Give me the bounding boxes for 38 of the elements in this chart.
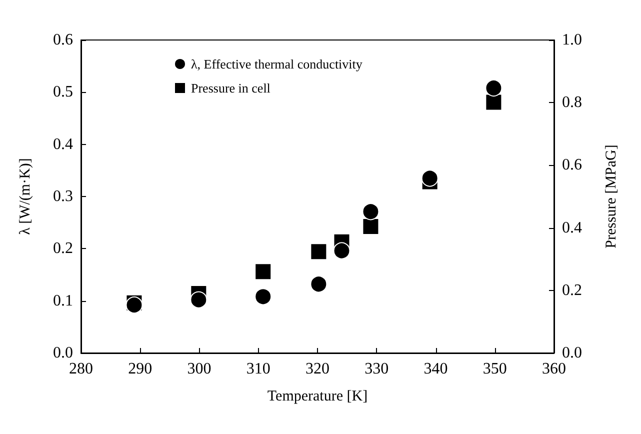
point	[421, 170, 438, 187]
point	[333, 242, 350, 260]
y-tick-label: 0.5	[53, 84, 73, 101]
x-tick-label: 290	[128, 360, 152, 378]
legend-label: λ, Effective thermal conductivity	[191, 56, 363, 72]
y-tick-label: 0.0	[53, 344, 73, 362]
x-tick-label: 280	[69, 360, 93, 378]
x-tick-label: 310	[246, 360, 270, 378]
y-axis-title: λ [W/(m·K)]	[18, 158, 34, 235]
x-tick-label: 350	[482, 360, 507, 378]
y-tick-label: 0.6	[53, 32, 73, 48]
x-tick-label: 360	[542, 360, 566, 378]
y2-tick-label: 0.0	[562, 344, 582, 362]
y2-tick-label: 1.0	[562, 32, 582, 48]
y-tick-label: 0.4	[53, 136, 73, 153]
y-tick-label: 0.3	[53, 188, 73, 205]
point	[254, 263, 272, 280]
point	[485, 94, 502, 111]
x-axis-title: Temperature [K]	[267, 388, 368, 404]
y-tick-label: 0.2	[53, 240, 73, 258]
y2-axis-title: Pressure [MPaG]	[604, 144, 620, 248]
legend-label: Pressure in cell	[191, 80, 271, 96]
x-tick-label: 320	[306, 360, 330, 378]
x-tick-label: 300	[187, 360, 212, 378]
y2-tick-label: 0.6	[562, 156, 582, 174]
point	[310, 243, 328, 260]
y2-tick-label: 0.4	[562, 219, 582, 236]
x-tick-label: 330	[364, 360, 389, 378]
point	[362, 203, 380, 220]
point	[485, 79, 502, 96]
point	[310, 276, 328, 293]
y2-tick-label: 0.2	[562, 282, 582, 299]
x-tick-label: 340	[424, 360, 448, 378]
y2-tick-label: 0.8	[562, 94, 582, 112]
y-tick-label: 0.1	[53, 292, 73, 310]
point	[362, 218, 380, 236]
point	[254, 288, 272, 306]
point	[190, 291, 208, 308]
